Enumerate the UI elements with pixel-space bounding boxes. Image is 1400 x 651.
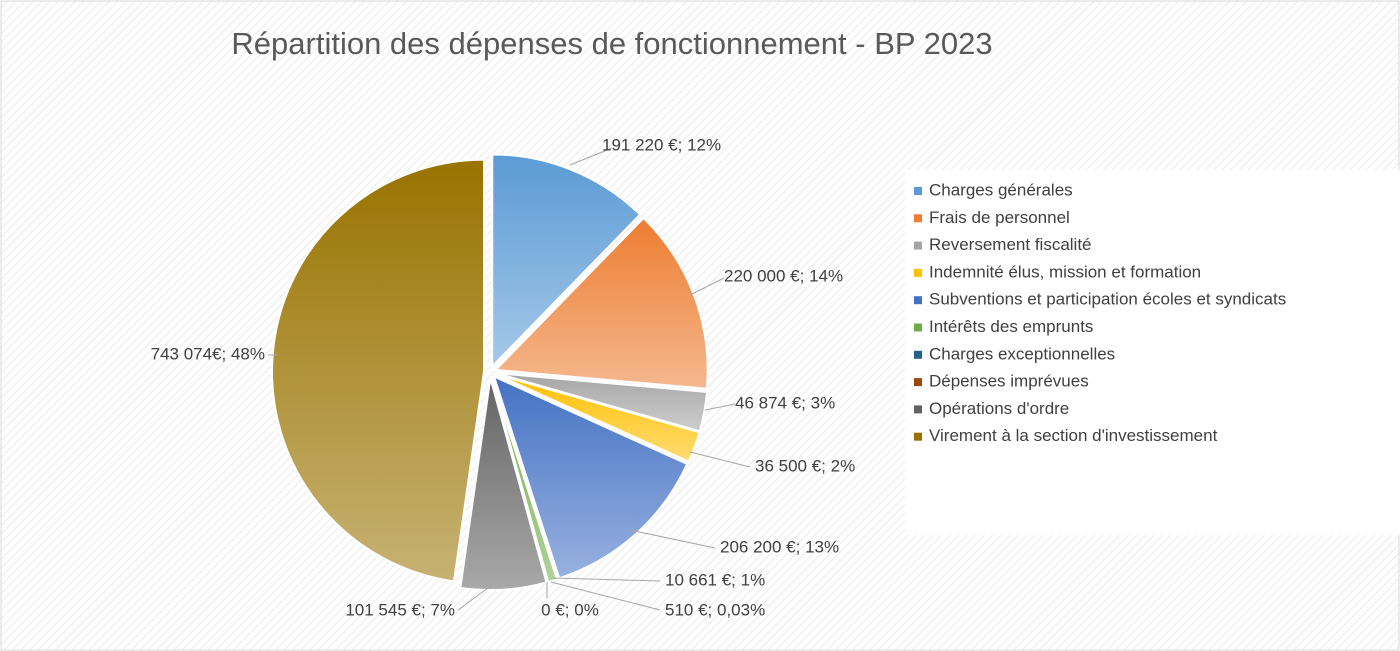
legend-marker: [914, 187, 922, 195]
leader-line: [689, 451, 751, 468]
pie-slice: [492, 374, 689, 580]
pie-slice: [490, 377, 549, 583]
data-label: 46 874 €; 3%: [735, 393, 835, 412]
legend-background: [905, 170, 1400, 535]
pie-slice: [495, 373, 701, 463]
legend-marker: [914, 214, 922, 223]
legend-label: Indemnité élus, mission et formation: [929, 262, 1201, 281]
legend-marker: [914, 268, 922, 277]
legend-marker: [914, 296, 922, 305]
leader-line: [569, 147, 613, 166]
leader-line: [629, 529, 716, 549]
leader-line: [552, 577, 661, 582]
data-label: 206 200 €; 13%: [720, 537, 839, 556]
legend-label: Charges exceptionnelles: [929, 344, 1115, 363]
legend-marker: [914, 350, 922, 359]
legend-label: Subventions et participation écoles et s…: [929, 290, 1286, 309]
leader-line: [704, 403, 736, 411]
pie-slice: [495, 372, 709, 433]
legend-marker: [914, 432, 922, 441]
data-label: 36 500 €; 2%: [755, 456, 855, 475]
legend-label: Dépenses imprévues: [929, 372, 1089, 391]
legend-label: Charges générales: [929, 180, 1073, 199]
legend-label: Intérêts des emprunts: [929, 317, 1093, 336]
pie-slice: [493, 216, 709, 390]
pie-slice: [459, 377, 548, 591]
legend-label: Opérations d'ordre: [929, 399, 1069, 418]
data-label: 191 220 €; 12%: [602, 135, 721, 154]
legend-label: Reversement fiscalité: [929, 235, 1092, 254]
chart-title: Répartition des dépenses de fonctionneme…: [231, 26, 992, 61]
legend-label: Virement à la section d'investissement: [929, 426, 1218, 445]
data-label: 0 €; 0%: [541, 600, 599, 619]
pie-slice: [271, 158, 486, 583]
legend-marker: [914, 405, 922, 414]
legend-marker: [914, 241, 922, 250]
leader-line: [550, 581, 661, 611]
legend-marker: [914, 378, 922, 387]
data-label: 743 074€; 48%: [151, 344, 265, 363]
legend-label: Frais de personnel: [929, 208, 1070, 227]
legend-marker: [914, 323, 922, 332]
data-label: 101 545 €; 7%: [345, 600, 455, 619]
data-label: 510 €; 0,03%: [665, 600, 765, 619]
pie-slice: [491, 153, 642, 369]
leader-line: [457, 584, 493, 611]
data-label: 220 000 €; 14%: [724, 266, 843, 285]
leader-line: [689, 277, 725, 296]
data-label: 10 661 €; 1%: [665, 570, 765, 589]
